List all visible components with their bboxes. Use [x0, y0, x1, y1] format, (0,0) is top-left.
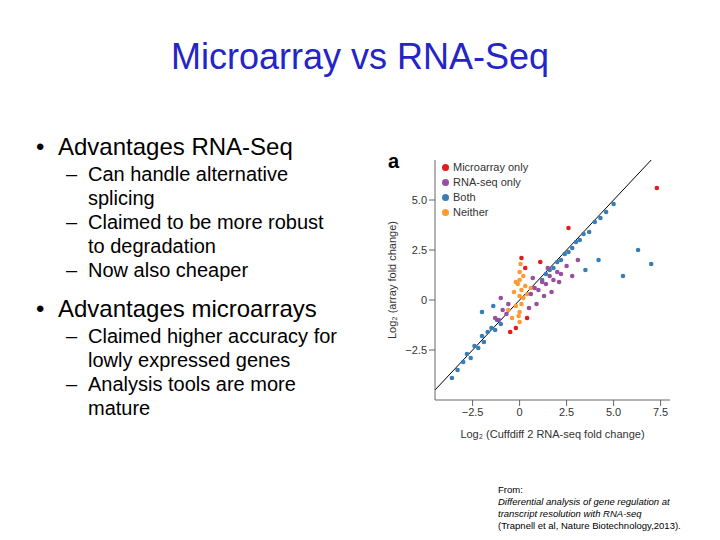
- html-text:(Trapnell et al, Nature Biotec: (Trapnell et al, Nature Biotechnology,20…: [498, 520, 681, 531]
- html-text:Can handle alternative splicin: Can handle alternative splicing: [88, 163, 289, 209]
- html-text:Both: Both: [453, 191, 476, 203]
- html-text:RNA-seq only: RNA-seq only: [453, 176, 521, 188]
- svg-text:−2.5: −2.5: [462, 406, 484, 418]
- svg-text:0: 0: [517, 406, 523, 418]
- html-text:Analysis tools are more mature: Analysis tools are more mature: [88, 373, 296, 419]
- svg-text:0: 0: [421, 294, 427, 306]
- html-text:Claimed higher accuracy for lo: Claimed higher accuracy for lowly expres…: [88, 325, 337, 371]
- svg-text:−2.5: −2.5: [405, 344, 427, 356]
- html-text:Claimed to be more robust to d: Claimed to be more robust to degradation: [88, 211, 324, 257]
- html-text:Differential analysis of gene: Differential analysis of gene regulation…: [498, 496, 670, 519]
- svg-text:Log₂ (array fold change): Log₂ (array fold change): [386, 221, 398, 339]
- html-text:Neither: Neither: [453, 206, 489, 218]
- svg-text:Log₂ (Cuffdiff 2 RNA-seq fold: Log₂ (Cuffdiff 2 RNA-seq fold change): [460, 428, 644, 440]
- html-text:Advantages RNA-Seq: Advantages RNA-Seq: [58, 133, 293, 160]
- html-text:Advantages microarrays: Advantages microarrays: [58, 295, 317, 322]
- svg-text:2.5: 2.5: [559, 406, 574, 418]
- svg-text:5.0: 5.0: [412, 194, 427, 206]
- svg-text:2.5: 2.5: [412, 244, 427, 256]
- html-text:a: a: [388, 150, 400, 172]
- svg-text:5.0: 5.0: [606, 406, 621, 418]
- html-text:From:: From:: [498, 484, 523, 495]
- svg-text:7.5: 7.5: [653, 406, 668, 418]
- html-text:Now also cheaper: Now also cheaper: [88, 259, 249, 281]
- html-text:Microarray vs RNA-Seq: Microarray vs RNA-Seq: [171, 36, 549, 77]
- html-text:Microarray only: Microarray only: [453, 161, 529, 173]
